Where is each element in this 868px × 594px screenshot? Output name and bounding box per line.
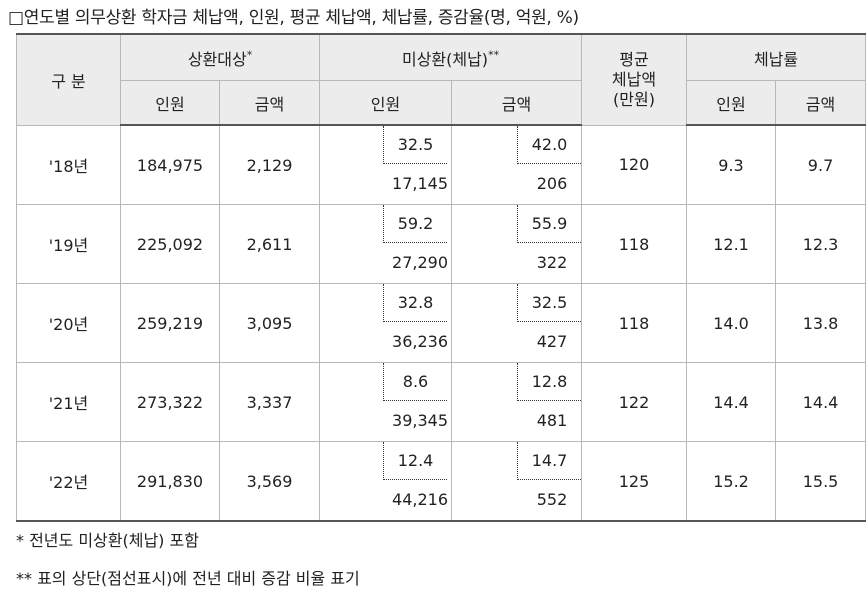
header-rate-people: 인원	[686, 80, 777, 126]
rate-people-cell: 14.0	[686, 283, 777, 363]
year-cell: '18년	[16, 124, 121, 205]
table-row: '22년 291,830 3,569 12.4 44,216 14.7 552 125 15.2…	[16, 441, 867, 522]
average-arrears-cell: 118	[581, 283, 688, 363]
target-people-cell: 291,830	[120, 441, 220, 522]
header-unpaid-people: 인원	[319, 80, 453, 126]
rate-people-cell: 12.1	[686, 204, 777, 284]
table-row: '20년 259,219 3,095 32.8 36,236 32.5 427 118 14.0…	[16, 283, 867, 363]
unpaid-amount-value: 427	[536, 332, 568, 351]
unpaid-people-change: 8.6	[383, 363, 448, 401]
unpaid-amount-cell: 55.9 322	[451, 204, 583, 284]
unpaid-people-change: 32.5	[383, 126, 448, 164]
unpaid-amount-value: 481	[536, 411, 568, 430]
unpaid-people-cell: 32.8 36,236	[319, 283, 453, 363]
average-arrears-cell: 122	[581, 362, 688, 442]
year-cell: '22년	[16, 441, 121, 522]
unpaid-amount-cell: 32.5 427	[451, 283, 583, 363]
header-rate: 체납률	[686, 33, 867, 81]
target-amount-cell: 3,569	[218, 441, 321, 522]
target-amount-cell: 3,095	[218, 283, 321, 363]
year-cell: '21년	[16, 362, 121, 442]
unpaid-amount-cell: 42.0 206	[451, 124, 583, 205]
header-target-people: 인원	[120, 80, 220, 126]
average-arrears-cell: 120	[581, 124, 688, 205]
rate-amount-cell: 14.4	[775, 362, 867, 442]
header-target-amount: 금액	[218, 80, 321, 126]
unpaid-amount-value: 322	[536, 253, 568, 272]
header-unpaid-amount: 금액	[451, 80, 583, 126]
unpaid-amount-change: 42.0	[517, 126, 582, 164]
unpaid-people-cell: 12.4 44,216	[319, 441, 453, 522]
target-people-cell: 184,975	[120, 124, 220, 205]
table-title: □연도별 의무상환 학자금 체납액, 인원, 평균 체납액, 체납률, 증감율(…	[8, 8, 579, 28]
unpaid-people-value: 17,145	[392, 174, 448, 193]
target-amount-cell: 3,337	[218, 362, 321, 442]
table-row: '19년 225,092 2,611 59.2 27,290 55.9 322 118 12.1…	[16, 204, 867, 284]
unpaid-amount-value: 206	[536, 174, 568, 193]
arrears-table: 구 분 상환대상* 미상환(체납)** 평균 체납액 (만원) 체납률 인원 금액 …	[16, 33, 867, 522]
header-repay-target: 상환대상*	[119, 33, 321, 81]
footnote-1: * 전년도 미상환(체납) 포함	[16, 531, 199, 550]
target-amount-cell: 2,611	[218, 204, 321, 284]
unpaid-people-change: 32.8	[383, 284, 448, 322]
unpaid-people-cell: 32.5 17,145	[319, 124, 453, 205]
unpaid-people-change: 59.2	[383, 205, 448, 243]
header-unpaid: 미상환(체납)**	[319, 33, 583, 81]
average-arrears-cell: 118	[581, 204, 688, 284]
year-cell: '20년	[16, 283, 121, 363]
unpaid-amount-change: 14.7	[517, 442, 582, 480]
unpaid-amount-cell: 12.8 481	[451, 362, 583, 442]
unpaid-amount-change: 32.5	[517, 284, 582, 322]
header-average-arrears: 평균 체납액 (만원)	[581, 33, 688, 126]
unpaid-people-cell: 59.2 27,290	[319, 204, 453, 284]
unpaid-people-value: 36,236	[392, 332, 448, 351]
rate-amount-cell: 13.8	[775, 283, 867, 363]
target-people-cell: 225,092	[120, 204, 220, 284]
rate-people-cell: 14.4	[686, 362, 777, 442]
unpaid-people-change: 12.4	[383, 442, 448, 480]
unpaid-people-cell: 8.6 39,345	[319, 362, 453, 442]
unpaid-amount-value: 552	[536, 490, 568, 509]
target-people-cell: 273,322	[120, 362, 220, 442]
target-amount-cell: 2,129	[218, 124, 321, 205]
unpaid-amount-cell: 14.7 552	[451, 441, 583, 522]
unpaid-people-value: 27,290	[392, 253, 448, 272]
target-people-cell: 259,219	[120, 283, 220, 363]
rate-amount-cell: 12.3	[775, 204, 867, 284]
table-row: '18년 184,975 2,129 32.5 17,145 42.0 206 120 9.3 9…	[16, 124, 867, 205]
rate-people-cell: 9.3	[686, 124, 777, 205]
table-row: '21년 273,322 3,337 8.6 39,345 12.8 481 122 14.4 1…	[16, 362, 867, 442]
rate-amount-cell: 15.5	[775, 441, 867, 522]
unpaid-people-value: 39,345	[392, 411, 448, 430]
year-cell: '19년	[16, 204, 121, 284]
header-category: 구 분	[16, 33, 121, 126]
header-rate-amount: 금액	[775, 80, 867, 126]
rate-people-cell: 15.2	[686, 441, 777, 522]
footnote-2: ** 표의 상단(점선표시)에 전년 대비 증감 비율 표기	[16, 569, 360, 588]
unpaid-people-value: 44,216	[392, 490, 448, 509]
rate-amount-cell: 9.7	[775, 124, 867, 205]
unpaid-amount-change: 12.8	[517, 363, 582, 401]
average-arrears-cell: 125	[581, 441, 688, 522]
unpaid-amount-change: 55.9	[517, 205, 582, 243]
